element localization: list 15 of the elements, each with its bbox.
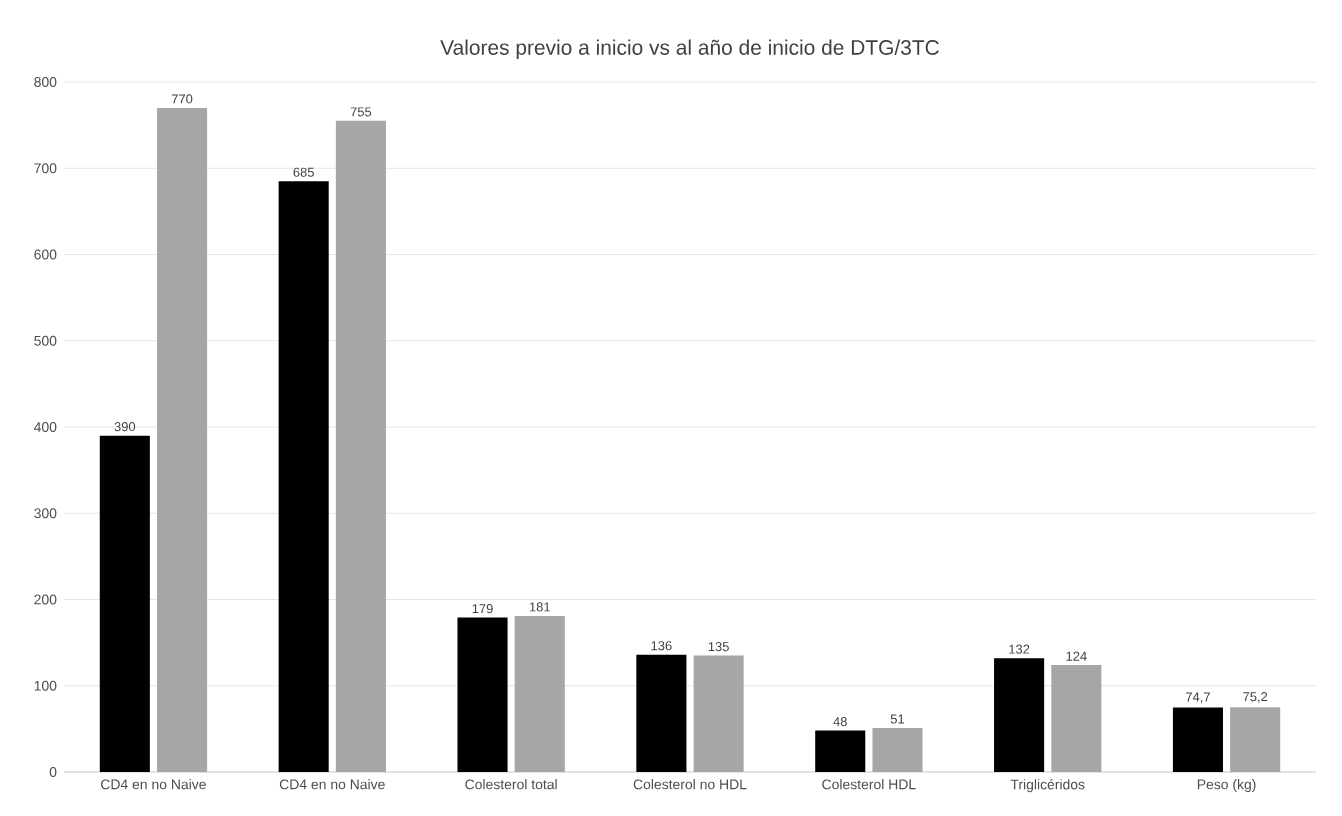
bar <box>636 654 687 772</box>
chart-title: Valores previo a inicio vs al año de inicio de DTG/3TC <box>440 39 939 60</box>
bar <box>278 181 329 772</box>
bar <box>1230 707 1281 772</box>
bar <box>815 730 866 772</box>
bar <box>157 107 208 772</box>
bar <box>1051 665 1102 772</box>
bar <box>514 615 565 772</box>
bar <box>872 728 923 772</box>
bar <box>994 658 1045 772</box>
bar <box>693 655 744 772</box>
bar <box>335 120 386 772</box>
bar <box>99 435 150 772</box>
bar <box>1172 707 1223 772</box>
bar <box>457 617 508 772</box>
